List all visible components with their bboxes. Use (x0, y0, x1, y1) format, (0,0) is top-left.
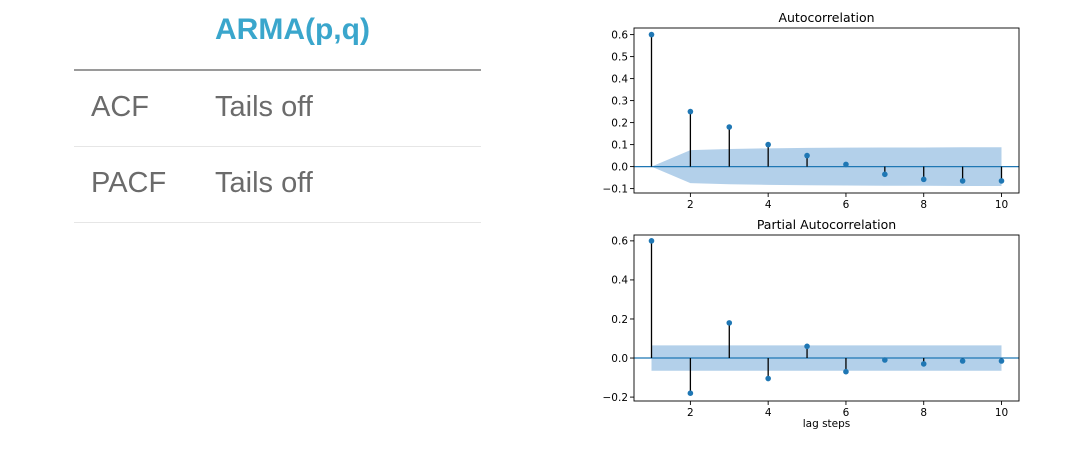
acf-x-tick-label: 2 (687, 199, 694, 211)
pacf-y-tick-label: 0.0 (611, 353, 628, 365)
row-label-pacf: PACF (91, 167, 167, 199)
acf-x-tick-label: 4 (765, 199, 772, 211)
table-row-acf: ACF Tails off (74, 71, 481, 147)
acf-y-tick-label: 0.4 (611, 73, 628, 85)
acf-y-tick-label: −0.1 (603, 183, 629, 195)
pacf-x-tick-label: 6 (843, 407, 850, 419)
pacf-point (998, 358, 1005, 364)
pacf-chart: 2 4 6 8 10 −0.2 0.0 0.2 0.4 0.6 Partial Autocorrel… (603, 217, 1020, 430)
acf-x-tick-label: 6 (843, 199, 850, 211)
table-row-pacf: PACF Tails off (74, 147, 481, 223)
row-label-acf: ACF (91, 91, 149, 123)
pacf-chart-title: Partial Autocorrelation (757, 217, 896, 232)
pacf-point (843, 368, 849, 375)
pacf-x-tick-label: 10 (995, 407, 1008, 419)
model-summary-table: ARMA(p,q) ACF Tails off PACF Tails off (74, 0, 481, 230)
pacf-x-tick-label: 4 (765, 407, 772, 419)
pacf-x-tick-label: 8 (920, 407, 927, 419)
pacf-x-tick-label: 2 (687, 407, 694, 419)
acf-chart-title: Autocorrelation (778, 10, 874, 25)
acf-point (804, 152, 810, 159)
arma-column-header: ARMA(p,q) (215, 13, 370, 46)
acf-x-tick-label: 10 (995, 199, 1008, 211)
pacf-y-tick-label: 0.4 (611, 275, 628, 287)
acf-y-tick-label: 0.2 (611, 117, 628, 129)
pacf-point (687, 390, 694, 396)
pacf-point (959, 358, 966, 364)
pacf-point (648, 238, 655, 244)
acf-point (882, 171, 888, 178)
header-divider (74, 69, 481, 71)
pacf-point (882, 357, 888, 363)
acf-point (959, 178, 966, 184)
acf-axes-frame (633, 27, 1020, 194)
pacf-point (804, 343, 810, 350)
acf-y-tick-label: 0.5 (611, 51, 628, 63)
acf-x-tick-label: 8 (920, 199, 927, 211)
acf-point (687, 108, 694, 115)
acf-point (843, 161, 849, 168)
pacf-point (920, 361, 927, 367)
row-divider (74, 146, 481, 147)
pacf-point (765, 375, 771, 382)
acf-point (648, 31, 655, 38)
acf-point (765, 141, 771, 148)
acf-y-tick-label: 0.1 (611, 139, 628, 151)
row-divider (74, 222, 481, 223)
pacf-y-tick-label: 0.6 (611, 236, 628, 248)
pacf-y-tick-label: 0.2 (611, 314, 628, 326)
row-value-acf: Tails off (215, 91, 313, 123)
acf-y-tick-label: 0.0 (611, 161, 628, 173)
pacf-y-tick-label: −0.2 (603, 392, 629, 404)
row-value-pacf: Tails off (215, 167, 313, 199)
acf-point (920, 176, 927, 183)
pacf-x-axis-label: lag steps (803, 418, 851, 430)
acf-point (726, 124, 733, 130)
acf-chart: 2 4 6 8 10 −0.1 0.0 0.1 0.2 0.3 0.4 0.5 0.6 Autocorre… (603, 10, 1020, 211)
acf-point (998, 178, 1005, 184)
acf-y-tick-label: 0.3 (611, 95, 628, 107)
pacf-axes-frame (633, 234, 1020, 402)
acf-y-tick-label: 0.6 (611, 29, 628, 41)
pacf-point (726, 320, 733, 326)
